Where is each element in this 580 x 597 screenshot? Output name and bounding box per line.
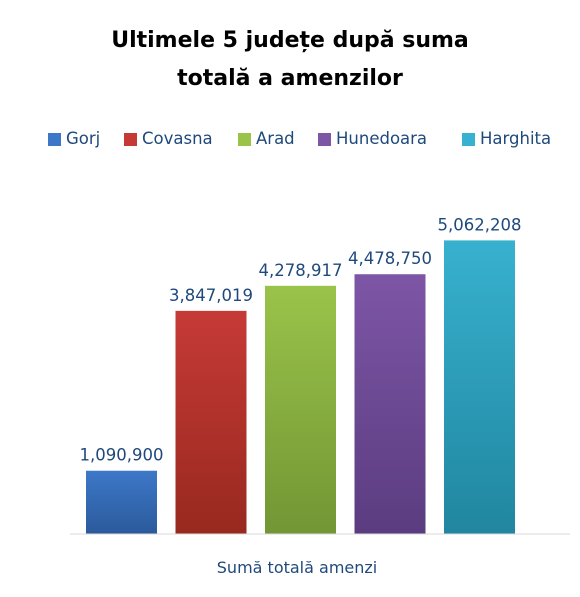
bar-arad bbox=[265, 285, 336, 534]
data-label-harghita: 5,062,208 bbox=[438, 215, 522, 234]
legend-swatch-hunedoara bbox=[318, 133, 331, 146]
data-label-arad: 4,278,917 bbox=[259, 261, 343, 280]
bar-hunedoara bbox=[354, 274, 426, 534]
chart-title-line-2: totală a amenzilor bbox=[177, 66, 403, 91]
legend-label-gorj: Gorj bbox=[66, 129, 101, 148]
legend-swatch-covasna bbox=[124, 133, 137, 146]
bars-group bbox=[86, 240, 515, 534]
legend-swatch-harghita bbox=[462, 133, 475, 146]
bar-harghita bbox=[444, 240, 515, 534]
legend-label-harghita: Harghita bbox=[480, 129, 552, 148]
x-axis-category-label: Sumă totală amenzi bbox=[217, 558, 377, 577]
data-label-hunedoara: 4,478,750 bbox=[348, 249, 432, 268]
legend-label-arad: Arad bbox=[256, 129, 295, 148]
legend-label-covasna: Covasna bbox=[142, 129, 213, 148]
legend-swatch-gorj bbox=[48, 133, 61, 146]
data-labels-group: 1,090,900 3,847,019 4,278,917 4,478,750 5,06… bbox=[80, 215, 522, 464]
bar-covasna bbox=[175, 310, 247, 534]
legend-label-hunedoara: Hunedoara bbox=[336, 129, 428, 148]
data-label-gorj: 1,090,900 bbox=[80, 446, 164, 465]
bar-gorj bbox=[86, 470, 157, 534]
legend-swatch-arad bbox=[238, 133, 251, 146]
chart-title-line-1: Ultimele 5 județe după suma bbox=[111, 28, 469, 53]
data-label-covasna: 3,847,019 bbox=[169, 286, 253, 305]
